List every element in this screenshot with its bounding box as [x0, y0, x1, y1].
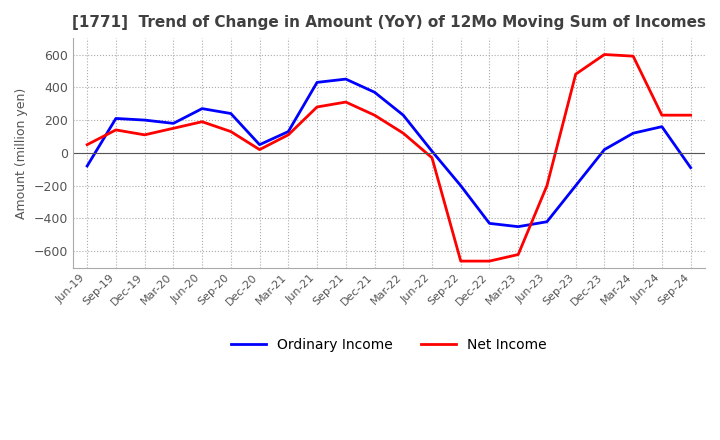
Ordinary Income	[572, 183, 580, 188]
Ordinary Income	[399, 113, 408, 118]
Legend: Ordinary Income, Net Income: Ordinary Income, Net Income	[226, 332, 552, 357]
Ordinary Income	[686, 165, 695, 170]
Net Income	[83, 142, 91, 147]
Net Income	[256, 147, 264, 152]
Ordinary Income	[140, 117, 149, 123]
Ordinary Income	[485, 221, 494, 226]
Net Income	[169, 126, 178, 131]
Net Income	[284, 132, 292, 137]
Ordinary Income	[227, 111, 235, 116]
Title: [1771]  Trend of Change in Amount (YoY) of 12Mo Moving Sum of Incomes: [1771] Trend of Change in Amount (YoY) o…	[72, 15, 706, 30]
Ordinary Income	[112, 116, 120, 121]
Ordinary Income	[83, 163, 91, 169]
Net Income	[428, 155, 436, 161]
Net Income	[514, 252, 523, 257]
Ordinary Income	[428, 149, 436, 154]
Net Income	[198, 119, 207, 125]
Ordinary Income	[543, 219, 552, 224]
Net Income	[312, 104, 321, 110]
Net Income	[543, 183, 552, 188]
Ordinary Income	[312, 80, 321, 85]
Net Income	[112, 127, 120, 132]
Net Income	[485, 258, 494, 264]
Ordinary Income	[456, 183, 465, 188]
Ordinary Income	[169, 121, 178, 126]
Net Income	[227, 129, 235, 134]
Ordinary Income	[629, 131, 637, 136]
Net Income	[629, 54, 637, 59]
Ordinary Income	[341, 77, 350, 82]
Net Income	[600, 52, 608, 57]
Ordinary Income	[370, 90, 379, 95]
Ordinary Income	[256, 142, 264, 147]
Net Income	[572, 72, 580, 77]
Net Income	[341, 99, 350, 105]
Net Income	[686, 113, 695, 118]
Line: Net Income: Net Income	[87, 55, 690, 261]
Net Income	[140, 132, 149, 137]
Ordinary Income	[198, 106, 207, 111]
Net Income	[399, 131, 408, 136]
Y-axis label: Amount (million yen): Amount (million yen)	[15, 87, 28, 219]
Net Income	[657, 113, 666, 118]
Ordinary Income	[514, 224, 523, 229]
Line: Ordinary Income: Ordinary Income	[87, 79, 690, 227]
Net Income	[370, 113, 379, 118]
Net Income	[456, 258, 465, 264]
Ordinary Income	[657, 124, 666, 129]
Ordinary Income	[284, 129, 292, 134]
Ordinary Income	[600, 147, 608, 152]
